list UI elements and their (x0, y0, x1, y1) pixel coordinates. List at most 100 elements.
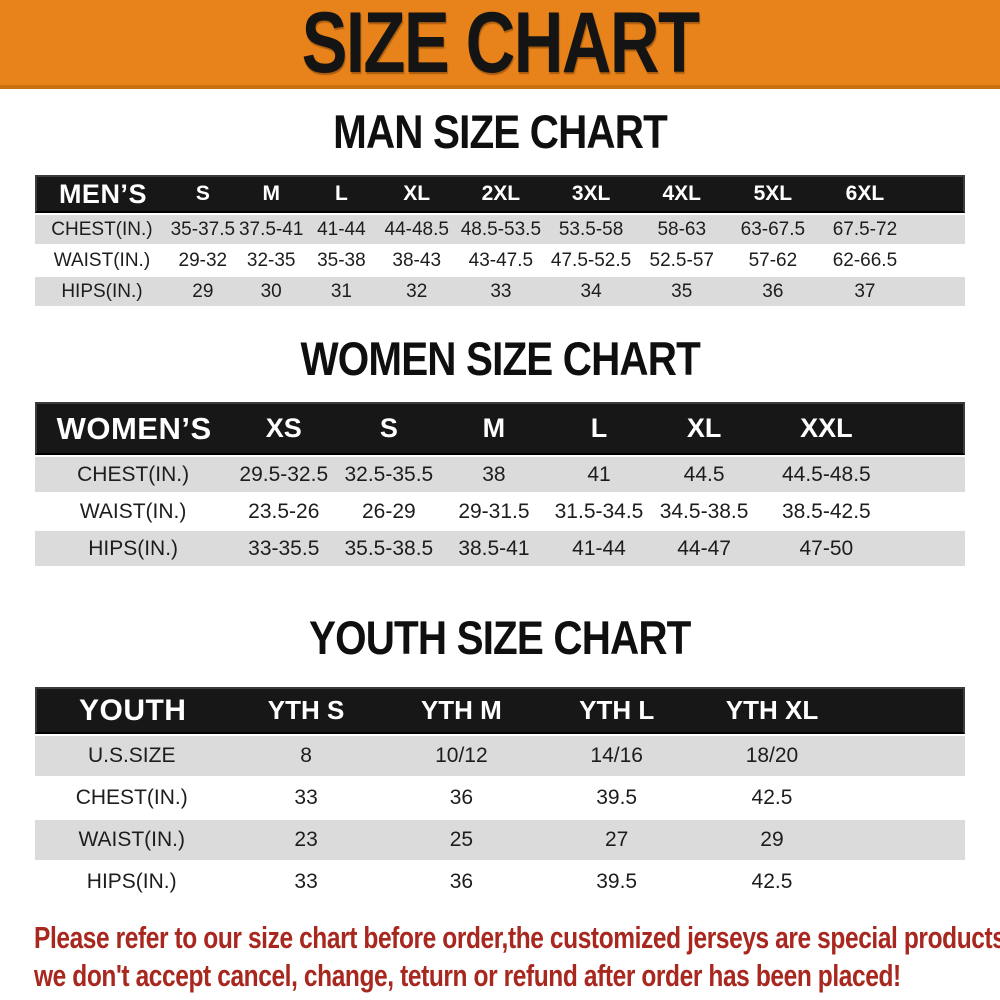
size-value-cell: 37.5-41 (236, 215, 306, 244)
row-label: WAIST(IN.) (35, 820, 229, 860)
youth-size-table: YOUTH YTH S YTH M YTH L YTH XL U.S.SIZE 8 10/12… (35, 685, 965, 904)
column-header: M (441, 402, 547, 455)
banner-title: SIZE CHART (301, 0, 700, 91)
size-value-cell: 57-62 (726, 246, 819, 275)
row-label: HIPS(IN.) (35, 277, 169, 306)
size-value-cell: 44.5-48.5 (756, 457, 897, 492)
spacer-cell (849, 687, 965, 734)
table-row: CHEST(IN.) 33 36 39.5 42.5 (35, 778, 965, 818)
table-header-row: YOUTH YTH S YTH M YTH L YTH XL (35, 687, 965, 734)
size-value-cell: 63-67.5 (726, 215, 819, 244)
man-size-table: MEN’S S M L XL 2XL 3XL 4XL 5XL 6XL CHEST(IN.) 35-37… (35, 173, 965, 308)
column-header: 6XL (818, 175, 911, 213)
size-value-cell: 32-35 (236, 246, 306, 275)
table-row: WAIST(IN.) 29-32 32-35 35-38 38-43 43-47.5 47.… (35, 246, 965, 275)
column-header: 5XL (726, 175, 819, 213)
column-header: 3XL (545, 175, 637, 213)
women-size-title: WOMEN SIZE CHART (300, 332, 700, 385)
size-value-cell: 32 (377, 277, 457, 306)
column-header: YTH M (383, 687, 540, 734)
column-header: S (336, 402, 442, 455)
size-value-cell: 10/12 (383, 736, 540, 776)
row-label: WAIST(IN.) (35, 246, 169, 275)
size-chart-banner: SIZE CHART (0, 0, 1000, 89)
column-header: YTH S (228, 687, 384, 734)
size-value-cell: 18/20 (694, 736, 850, 776)
size-value-cell: 25 (383, 820, 540, 860)
size-value-cell: 33 (456, 277, 546, 306)
column-header: XL (377, 175, 457, 213)
table-row: HIPS(IN.) 33-35.5 35.5-38.5 38.5-41 41-44 44-… (35, 531, 965, 566)
size-value-cell: 42.5 (694, 778, 850, 818)
table-row: CHEST(IN.) 35-37.5 37.5-41 41-44 44-48.5 48.5… (35, 215, 965, 244)
row-label: U.S.SIZE (35, 736, 229, 776)
column-header: YTH L (539, 687, 695, 734)
size-value-cell: 8 (228, 736, 384, 776)
size-value-cell: 29-31.5 (441, 494, 547, 529)
size-value-cell: 29 (694, 820, 850, 860)
disclaimer-line-2: we don't accept cancel, change, teturn o… (34, 958, 901, 993)
size-value-cell: 44-47 (651, 531, 757, 566)
table-header-row: MEN’S S M L XL 2XL 3XL 4XL 5XL 6XL (35, 175, 965, 213)
row-label: CHEST(IN.) (35, 215, 169, 244)
spacer-cell (896, 531, 965, 566)
column-header: YTH XL (694, 687, 850, 734)
spacer-cell (849, 778, 965, 818)
size-value-cell: 38.5-42.5 (756, 494, 897, 529)
table-header-label: WOMEN’S (35, 402, 232, 455)
size-value-cell: 29 (168, 277, 237, 306)
size-value-cell: 43-47.5 (456, 246, 546, 275)
table-header-row: WOMEN’S XS S M L XL XXL (35, 402, 965, 455)
disclaimer-line-1: Please refer to our size chart before or… (34, 920, 1000, 955)
table-row: HIPS(IN.) 29 30 31 32 33 34 35 36 37 (35, 277, 965, 306)
spacer-cell (910, 215, 965, 244)
row-label: CHEST(IN.) (35, 778, 229, 818)
size-value-cell: 29.5-32.5 (231, 457, 337, 492)
size-value-cell: 48.5-53.5 (456, 215, 546, 244)
size-value-cell: 36 (383, 778, 540, 818)
size-value-cell: 42.5 (694, 862, 850, 902)
table-row: U.S.SIZE 8 10/12 14/16 18/20 (35, 736, 965, 776)
size-value-cell: 36 (726, 277, 819, 306)
column-header: M (236, 175, 306, 213)
women-size-table: WOMEN’S XS S M L XL XXL CHEST(IN.) 29.5-32.5 32.5… (35, 400, 965, 568)
row-label: CHEST(IN.) (35, 457, 232, 492)
size-value-cell: 30 (236, 277, 306, 306)
size-value-cell: 41 (546, 457, 652, 492)
size-value-cell: 35 (636, 277, 727, 306)
spacer-cell (896, 457, 965, 492)
size-value-cell: 38 (441, 457, 547, 492)
size-value-cell: 31.5-34.5 (546, 494, 652, 529)
size-value-cell: 39.5 (539, 862, 695, 902)
youth-size-title: YOUTH SIZE CHART (309, 611, 691, 664)
size-value-cell: 33 (228, 778, 384, 818)
column-header: S (168, 175, 237, 213)
spacer-cell (849, 736, 965, 776)
size-value-cell: 33-35.5 (231, 531, 337, 566)
table-row: WAIST(IN.) 23 25 27 29 (35, 820, 965, 860)
column-header: XL (651, 402, 757, 455)
column-header: L (546, 402, 652, 455)
size-value-cell: 47.5-52.5 (545, 246, 637, 275)
spacer-cell (910, 246, 965, 275)
row-label: WAIST(IN.) (35, 494, 232, 529)
size-value-cell: 35.5-38.5 (336, 531, 442, 566)
size-value-cell: 41-44 (546, 531, 652, 566)
man-size-title: MAN SIZE CHART (333, 105, 668, 158)
size-value-cell: 44.5 (651, 457, 757, 492)
women-size-section: WOMEN SIZE CHART WOMEN’S XS S M L XL XXL CHEST(… (0, 332, 1000, 568)
table-row: CHEST(IN.) 29.5-32.5 32.5-35.5 38 41 44.5 44.5… (35, 457, 965, 492)
size-value-cell: 62-66.5 (818, 246, 911, 275)
column-header: 2XL (456, 175, 546, 213)
size-value-cell: 44-48.5 (377, 215, 457, 244)
table-row: WAIST(IN.) 23.5-26 26-29 29-31.5 31.5-34.5 34… (35, 494, 965, 529)
size-value-cell: 32.5-35.5 (336, 457, 442, 492)
column-header: XXL (756, 402, 897, 455)
row-label: HIPS(IN.) (35, 531, 232, 566)
size-value-cell: 23 (228, 820, 384, 860)
size-value-cell: 52.5-57 (636, 246, 727, 275)
table-row: HIPS(IN.) 33 36 39.5 42.5 (35, 862, 965, 902)
row-label: HIPS(IN.) (35, 862, 229, 902)
size-value-cell: 35-38 (305, 246, 378, 275)
table-header-label: YOUTH (35, 687, 229, 734)
